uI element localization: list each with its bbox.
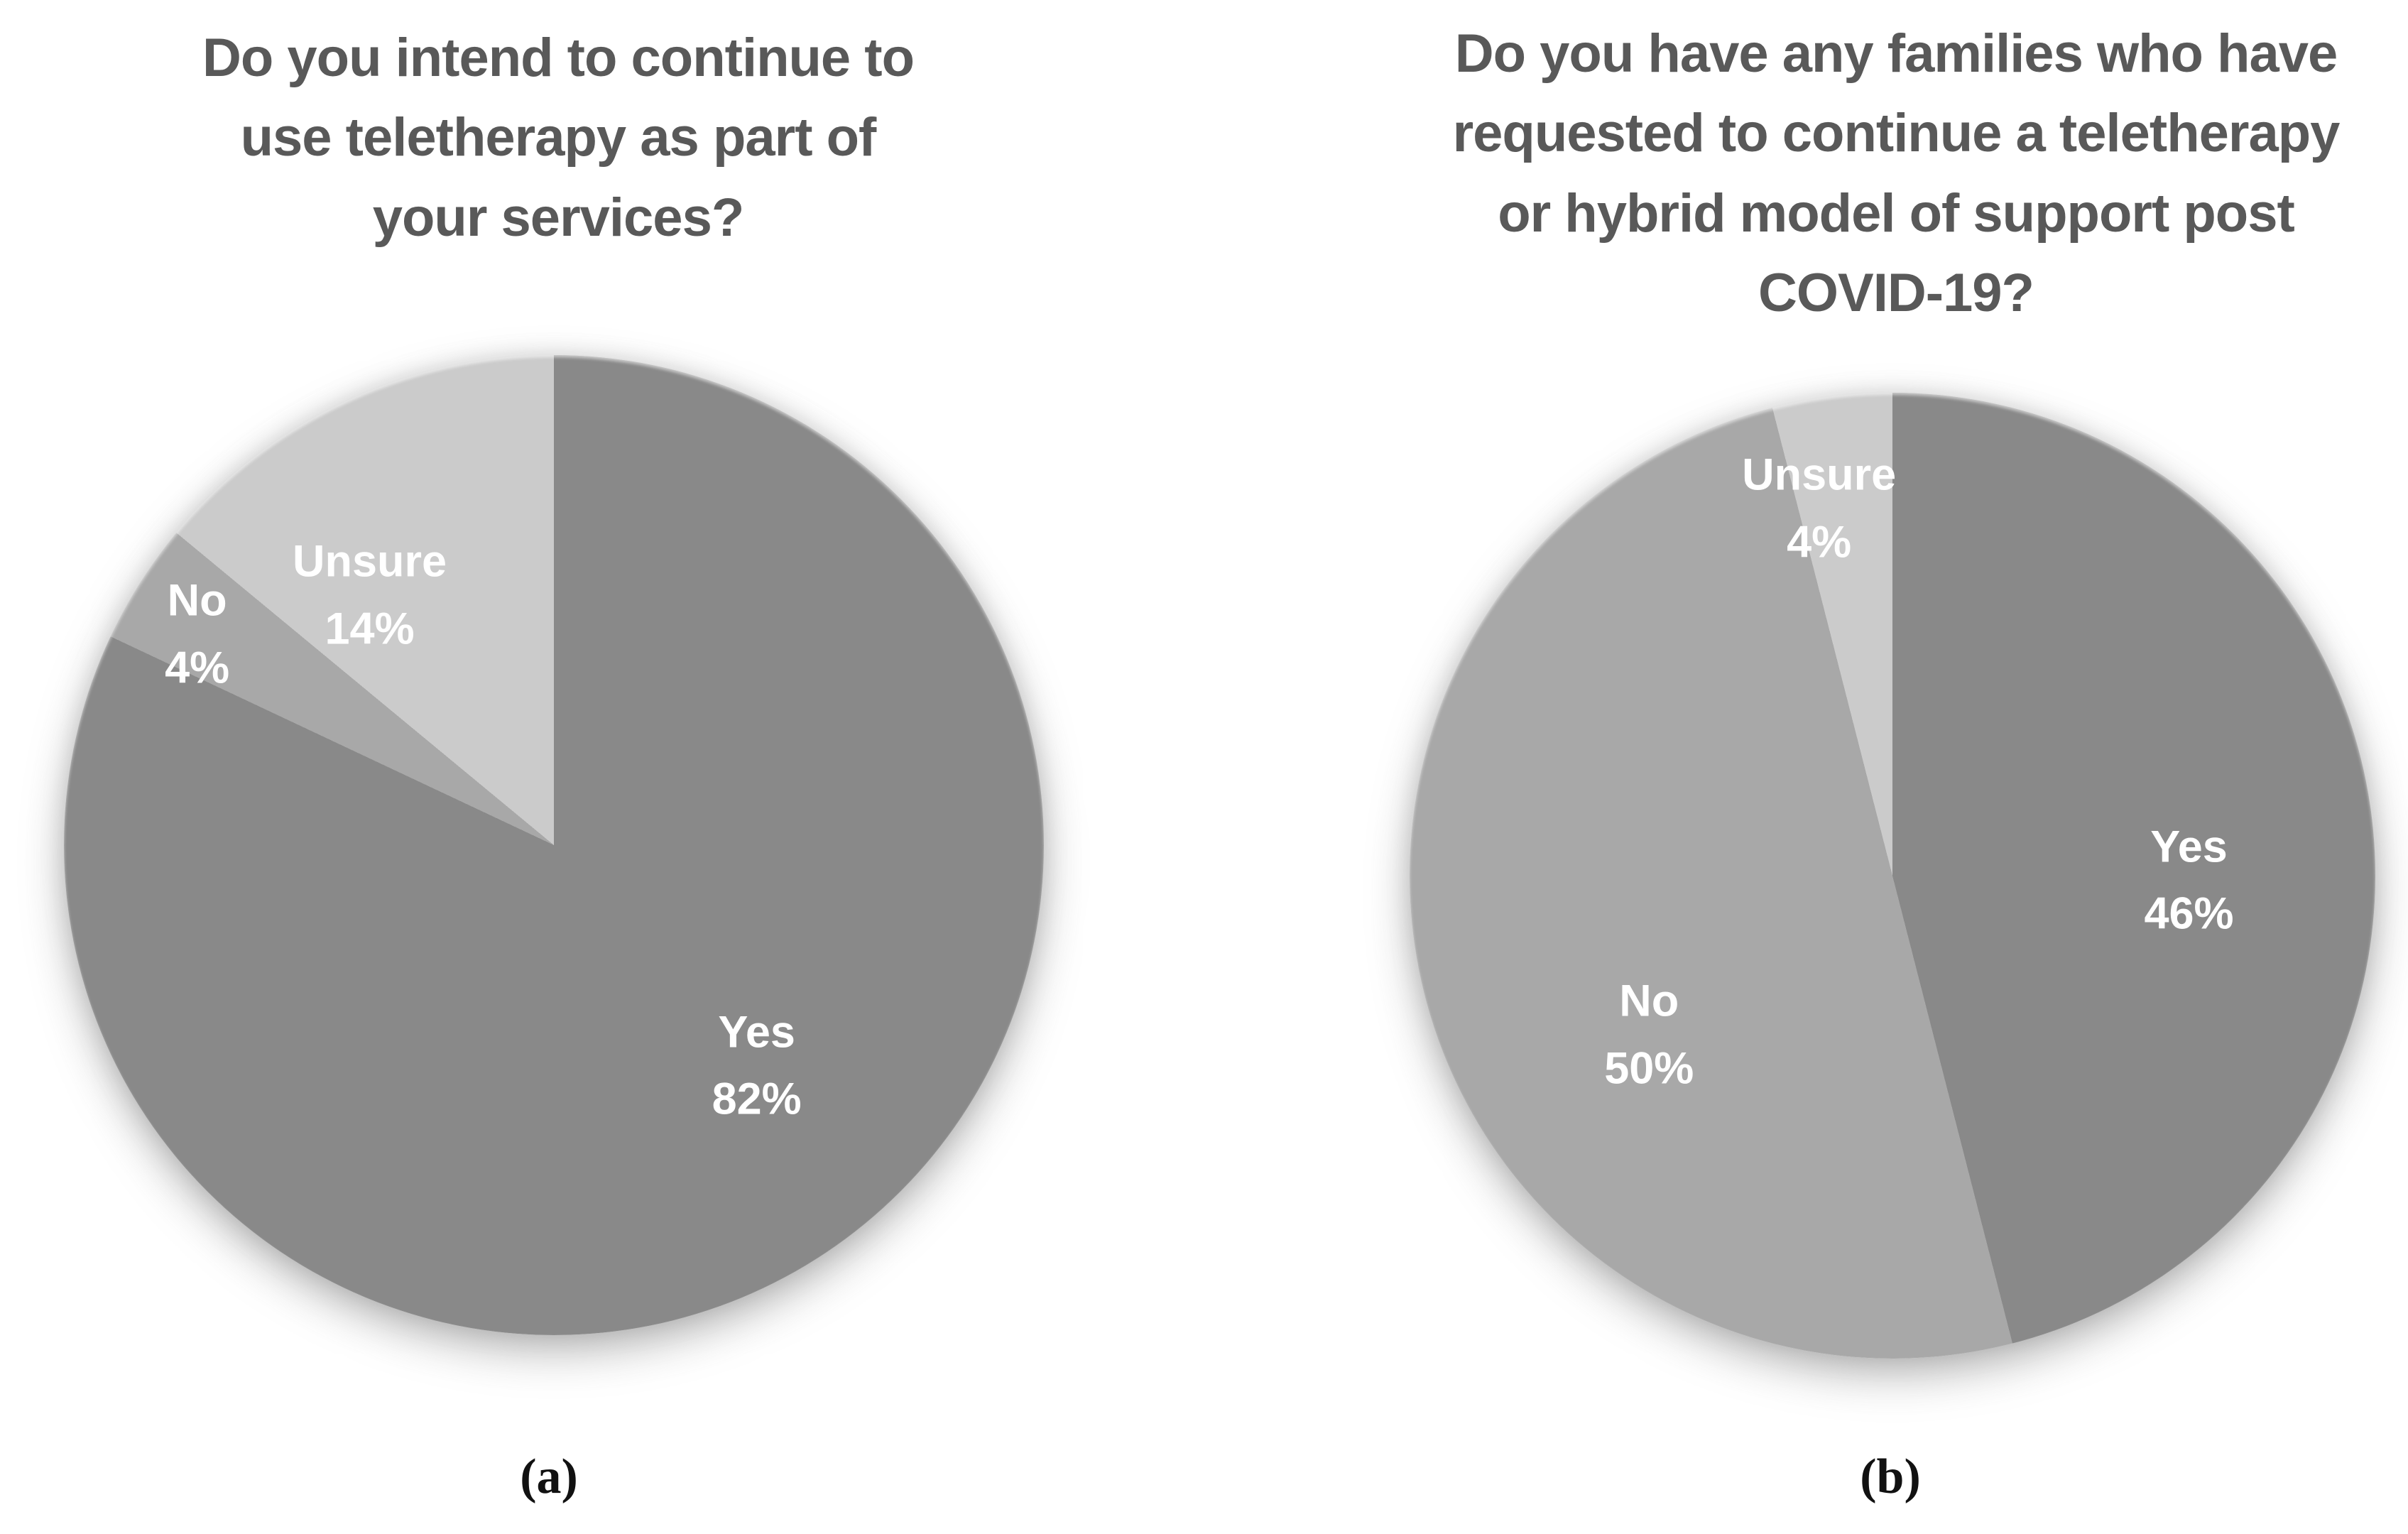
slice-value: 4% (1787, 517, 1852, 567)
slice-name: Unsure (1742, 450, 1897, 500)
panel-a-caption: (a) (520, 1449, 578, 1504)
slice-value: 46% (2144, 888, 2234, 939)
pie-b-label-no: No 50% (1604, 968, 1694, 1102)
pie-chart-b: Unsure 4% Yes 46% No 50% (1410, 393, 2375, 1359)
pie-a-title: Do you intend to continue to use telethe… (202, 28, 915, 248)
pie-b-title: Do you have any families who have reques… (1452, 23, 2341, 324)
slice-value: 14% (325, 604, 415, 654)
panel-b-caption: (b) (1860, 1449, 1921, 1504)
slice-value: 50% (1604, 1043, 1694, 1094)
pie-a-label-no: No 4% (165, 567, 229, 702)
slice-name: No (1619, 976, 1679, 1026)
slice-name: No (167, 575, 227, 626)
pie-chart-a: Unsure 14% No 4% Yes 82% (64, 355, 1044, 1335)
slice-value: 4% (165, 643, 230, 693)
pie-b-label-yes: Yes 46% (2144, 813, 2233, 947)
slice-value: 82% (712, 1074, 802, 1124)
slice-name: Unsure (293, 536, 447, 587)
slice-name: Yes (718, 1007, 795, 1057)
slice-name: Yes (2150, 822, 2228, 872)
pie-a-label-yes: Yes 82% (712, 999, 802, 1133)
pie-a-label-unsure: Unsure 14% (293, 528, 447, 663)
pie-b-label-unsure: Unsure 4% (1742, 442, 1896, 576)
